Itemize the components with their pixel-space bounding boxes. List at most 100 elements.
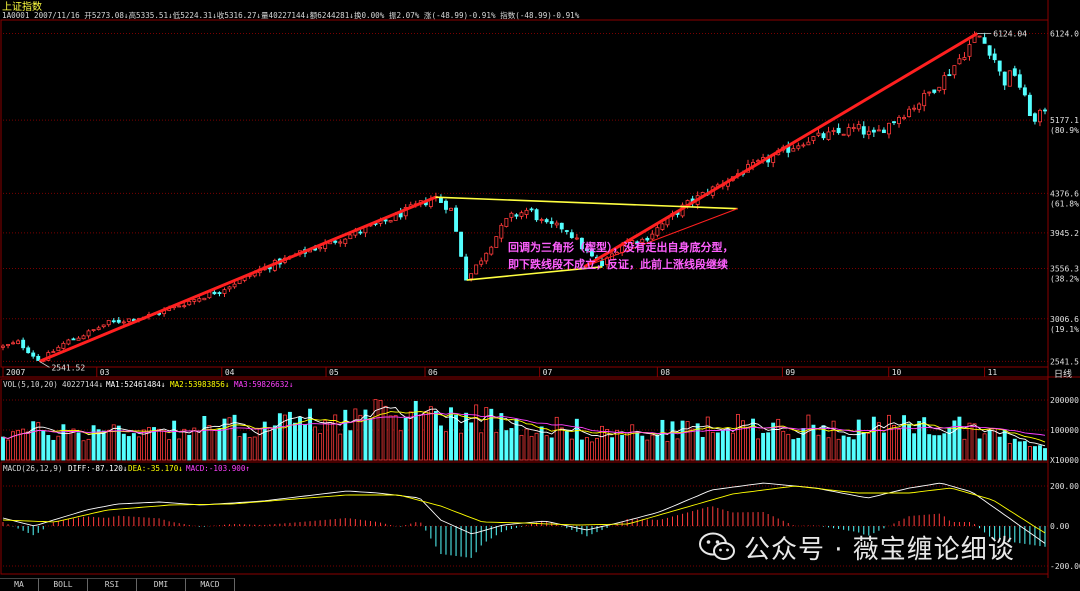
price-tick-pct: (61.8%) [1050, 199, 1080, 208]
candle-body [333, 240, 338, 243]
candle-body [222, 289, 227, 294]
candle-body [801, 144, 806, 147]
candle-body [937, 86, 942, 91]
candle-body [1, 345, 5, 348]
volume-bar [469, 422, 474, 461]
candle-body [917, 103, 922, 110]
volume-bar [484, 407, 489, 461]
volume-bar [187, 434, 192, 461]
volume-bar [660, 419, 665, 461]
volume-bar [232, 414, 237, 461]
volume-bars [1, 399, 1047, 461]
volume-bar [630, 424, 635, 461]
volume-bar [71, 428, 76, 461]
candle-body [36, 355, 41, 361]
trend-line-uptrend-1 [38, 195, 437, 363]
volume-bar [932, 435, 937, 461]
tab-boll[interactable]: BOLL [39, 578, 88, 591]
candle-body [383, 219, 388, 222]
macd-indicator-label: MACD(26,12,9) [3, 464, 62, 473]
tab-rsi[interactable]: RSI [88, 578, 137, 591]
volume-bar [886, 414, 891, 461]
candle-body [504, 218, 509, 227]
volume-bar [730, 432, 735, 461]
candle-body [1007, 70, 1012, 87]
candle-body [952, 65, 957, 76]
candle-body [1027, 94, 1032, 116]
volume-bar [595, 437, 599, 461]
volume-bar [26, 431, 31, 461]
candle-body [51, 351, 56, 353]
volume-bar [1012, 438, 1017, 461]
volume-bar [298, 416, 302, 461]
volume-bar [670, 421, 675, 461]
candle-body [574, 237, 579, 240]
volume-bar [816, 434, 821, 461]
macd-dea-line [2, 485, 1046, 534]
vol-ma1: MA1:52461484↓ [106, 380, 165, 389]
vol-ma2: MA2:53983856↓ [170, 380, 229, 389]
volume-bar [242, 433, 247, 461]
volume-bar [393, 415, 398, 461]
annotation-line-1: 回调为三角形（楔型），没有走出自身底分型， [508, 240, 734, 254]
candle-body [942, 75, 947, 90]
watermark-text: 公众号 · 薇宝缠论细谈 [744, 534, 1015, 565]
volume-bar [579, 439, 584, 461]
volume-bar [403, 417, 408, 461]
volume-bar [101, 430, 106, 461]
volume-bar [408, 411, 413, 461]
volume-bar [313, 426, 318, 461]
candle-body [796, 145, 801, 149]
macd-tick-label: 200.00 [1050, 482, 1079, 491]
volume-bar [549, 437, 554, 461]
wechat-icon [699, 532, 735, 560]
candle-body [509, 212, 514, 218]
candle-body [318, 247, 323, 250]
x-tick-label: 08 [660, 368, 670, 377]
trend-line-uptrend-2 [583, 32, 979, 269]
candle-body [600, 260, 604, 267]
volume-bar [287, 411, 292, 461]
vol-ma3: MA3:59826632↓ [234, 380, 293, 389]
candle-body [1038, 109, 1042, 123]
volume-bar [741, 420, 745, 461]
candle-body [449, 207, 453, 211]
volume-bar [756, 438, 761, 461]
volume-bar [675, 438, 680, 461]
candle-body [81, 335, 86, 340]
volume-bar [947, 428, 952, 461]
candle-body [232, 283, 237, 288]
volume-bar [1002, 429, 1007, 461]
volume-bar [237, 436, 242, 461]
low-label: 2541.52 [51, 363, 85, 372]
volume-bar [539, 426, 544, 461]
volume-bar [620, 435, 625, 461]
volume-bar [11, 431, 16, 461]
candle-body [202, 297, 207, 301]
period-daily-label[interactable]: 日线 [1054, 368, 1072, 380]
candle-body [106, 320, 111, 326]
volume-bar [131, 433, 136, 461]
candle-body [348, 234, 353, 240]
candle-body [514, 214, 519, 217]
vol-tick-label: X10000 [1050, 456, 1079, 465]
candle-body [957, 58, 962, 65]
candle-body [86, 330, 91, 337]
volume-bar [751, 418, 755, 461]
tab-ma[interactable]: MA [0, 578, 39, 591]
triangle-line-lower [466, 265, 603, 281]
x-tick-label: 10 [892, 368, 902, 377]
volume-bar [987, 429, 992, 461]
annotation-line-2: 即下跌线段不成立，反证，此前上涨线段继续 [508, 257, 728, 271]
tab-dmi[interactable]: DMI [137, 578, 186, 591]
candle-body [61, 342, 66, 349]
volume-bar [46, 435, 51, 461]
volume-bar [428, 406, 433, 461]
candle-body [892, 121, 896, 124]
volume-bar [41, 430, 46, 461]
candle-body [21, 339, 26, 349]
tab-macd[interactable]: MACD [186, 578, 235, 591]
volume-bar [942, 433, 947, 461]
candle-body [91, 329, 96, 331]
